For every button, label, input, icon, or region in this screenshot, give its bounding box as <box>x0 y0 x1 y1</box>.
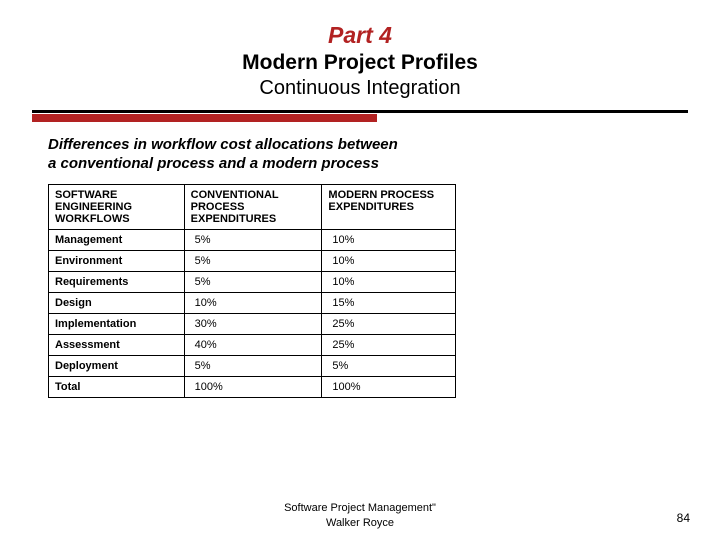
footer-line-1: Software Project Management" <box>0 501 720 515</box>
table-row: Environment 5% 10% <box>49 250 456 271</box>
table-row: Deployment 5% 5% <box>49 355 456 376</box>
column-header-workflows: SOFTWARE ENGINEERING WORKFLOWS <box>49 184 185 229</box>
cell: Design <box>49 292 185 313</box>
cell: 5% <box>184 229 322 250</box>
cell: Deployment <box>49 355 185 376</box>
cell: Environment <box>49 250 185 271</box>
column-header-conventional: CONVENTIONAL PROCESS EXPENDITURES <box>184 184 322 229</box>
cell: 40% <box>184 334 322 355</box>
cell: 10% <box>322 271 456 292</box>
table-caption: Differences in workflow cost allocations… <box>48 136 720 174</box>
cell: 5% <box>322 355 456 376</box>
table-row: Assessment 40% 25% <box>49 334 456 355</box>
cell: Requirements <box>49 271 185 292</box>
table-row: Design 10% 15% <box>49 292 456 313</box>
table-header-row: SOFTWARE ENGINEERING WORKFLOWS CONVENTIO… <box>49 184 456 229</box>
footer-line-2: Walker Royce <box>0 516 720 530</box>
cell: 5% <box>184 271 322 292</box>
main-title: Modern Project Profiles <box>0 51 720 75</box>
cell: 100% <box>184 376 322 397</box>
table-row: Management 5% 10% <box>49 229 456 250</box>
cell: 25% <box>322 313 456 334</box>
caption-line-1: Differences in workflow cost allocations… <box>48 136 720 155</box>
header-rule <box>0 110 720 122</box>
rule-red <box>32 114 377 122</box>
cell: Implementation <box>49 313 185 334</box>
page-number: 84 <box>677 511 690 525</box>
column-header-modern: MODERN PROCESS EXPENDITURES <box>322 184 456 229</box>
cost-allocation-table: SOFTWARE ENGINEERING WORKFLOWS CONVENTIO… <box>48 184 456 398</box>
cell: 10% <box>322 250 456 271</box>
cell: 30% <box>184 313 322 334</box>
table-row: Requirements 5% 10% <box>49 271 456 292</box>
cell: Total <box>49 376 185 397</box>
slide-header: Part 4 Modern Project Profiles Continuou… <box>0 0 720 100</box>
subtitle: Continuous Integration <box>0 77 720 100</box>
cell: 5% <box>184 355 322 376</box>
cell: 25% <box>322 334 456 355</box>
slide-footer: Software Project Management" Walker Royc… <box>0 501 720 530</box>
cell: 100% <box>322 376 456 397</box>
cell: 10% <box>322 229 456 250</box>
cell: Assessment <box>49 334 185 355</box>
cost-table-wrap: SOFTWARE ENGINEERING WORKFLOWS CONVENTIO… <box>48 184 720 398</box>
cell: 10% <box>184 292 322 313</box>
cell: 15% <box>322 292 456 313</box>
table-row: Total 100% 100% <box>49 376 456 397</box>
caption-line-2: a conventional process and a modern proc… <box>48 155 720 174</box>
cell: 5% <box>184 250 322 271</box>
table-row: Implementation 30% 25% <box>49 313 456 334</box>
rule-black <box>32 110 688 113</box>
cell: Management <box>49 229 185 250</box>
part-title: Part 4 <box>0 22 720 49</box>
